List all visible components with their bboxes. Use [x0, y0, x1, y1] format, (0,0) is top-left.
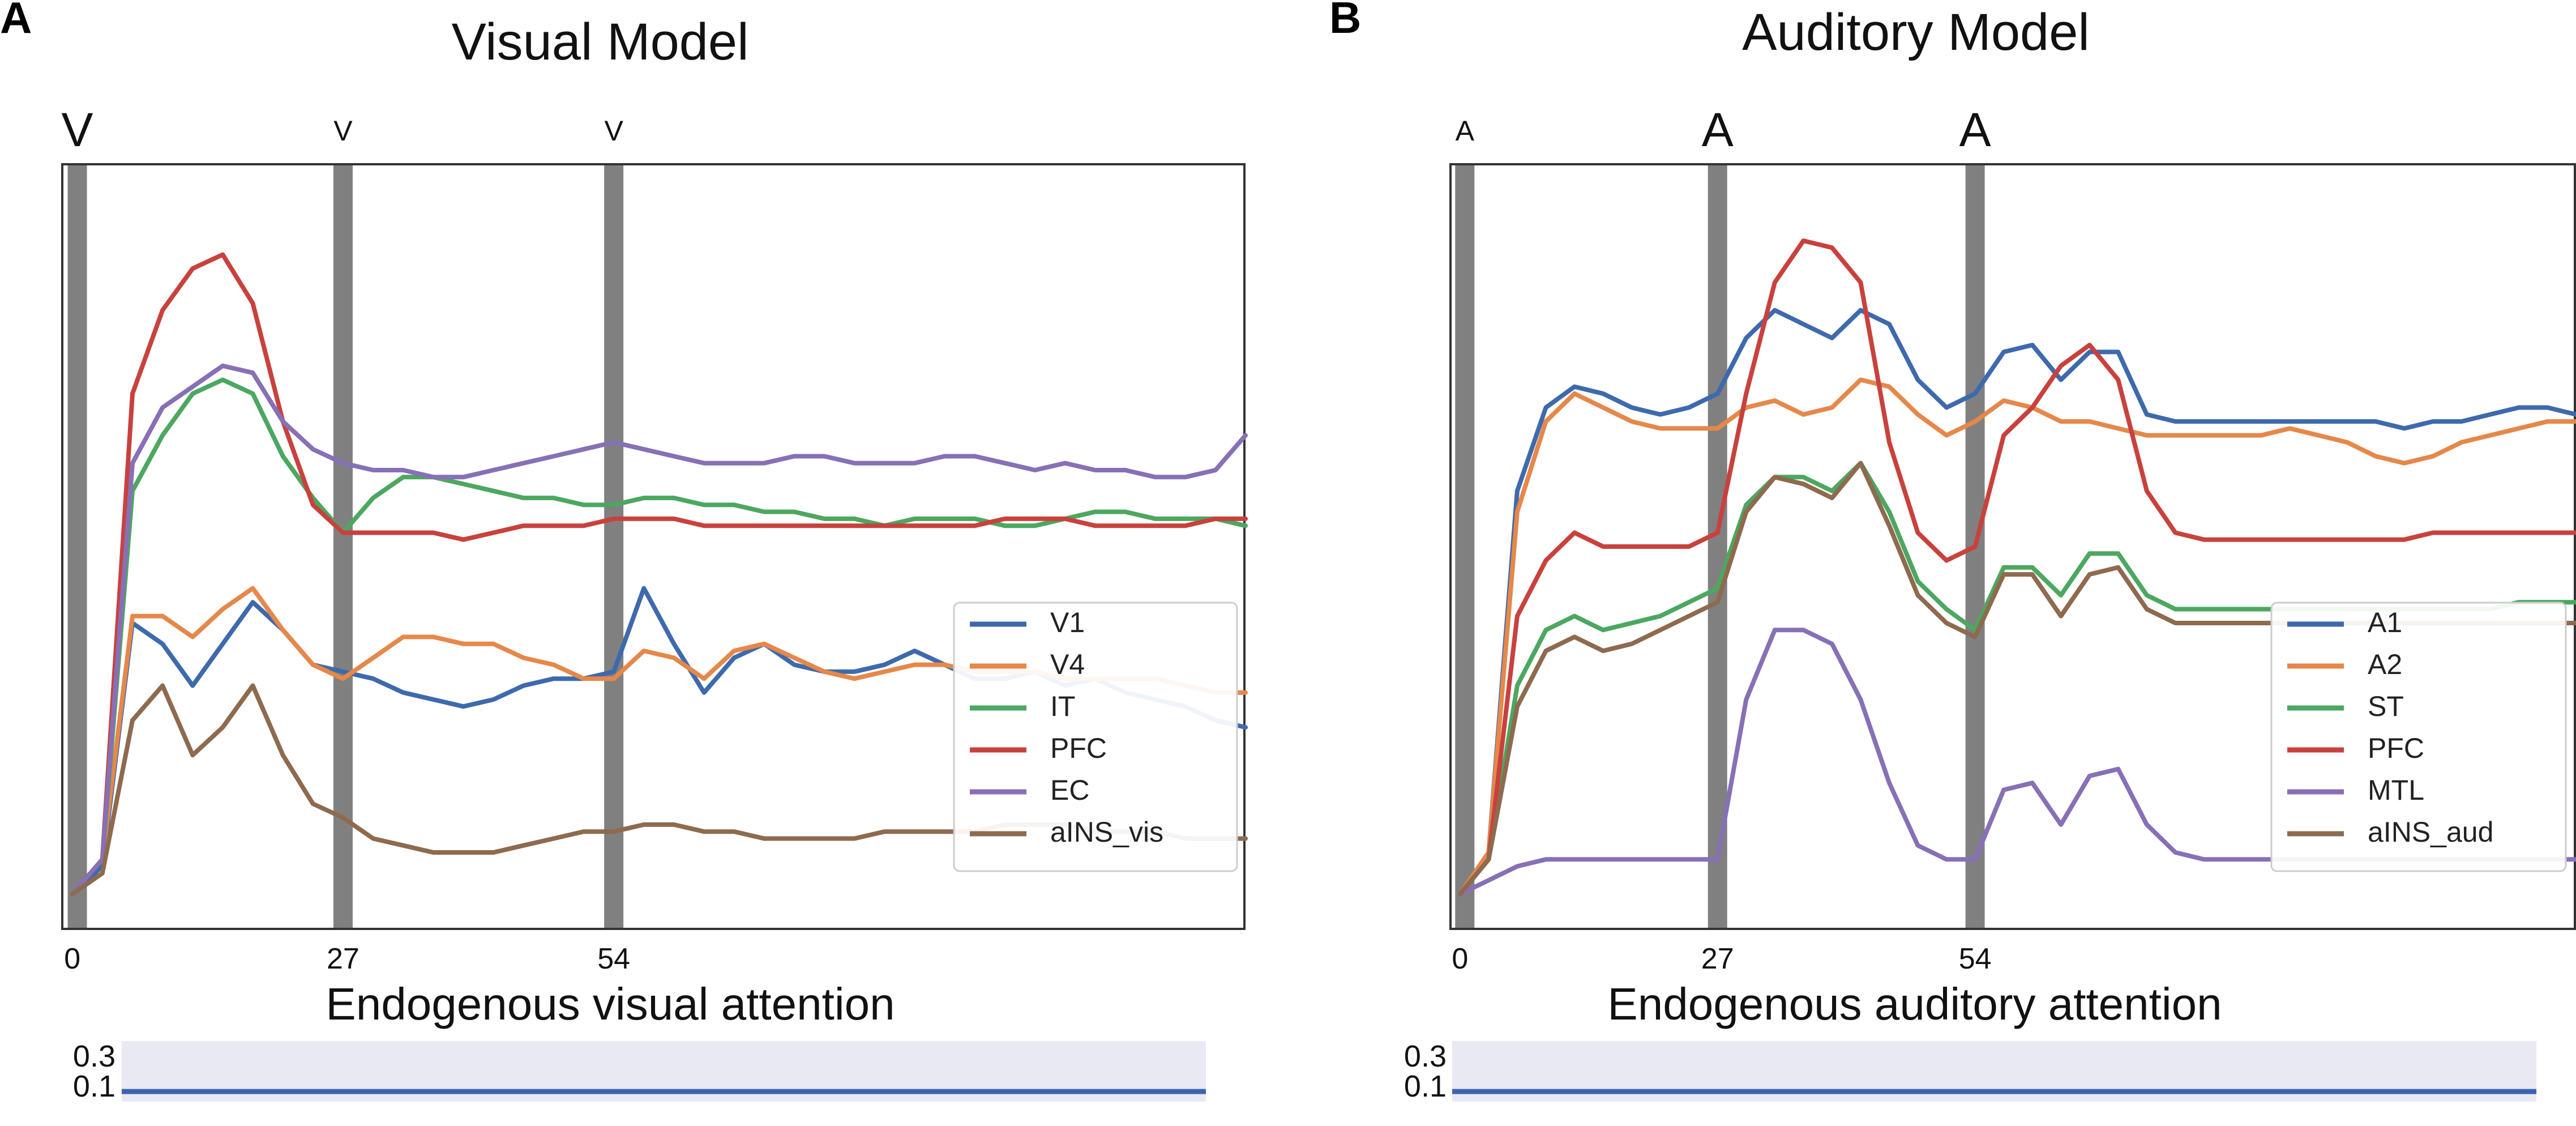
cue-marker-bar — [67, 164, 87, 929]
series-line-a2 — [1457, 377, 2576, 897]
legend-entry: ST — [2368, 690, 2404, 722]
x-tick-label: 54 — [597, 942, 630, 975]
panel-letter: B — [1329, 0, 1361, 42]
cue-label: A — [1959, 103, 1991, 156]
strip-tick-label: 0.1 — [1404, 1069, 1447, 1103]
legend: A1 A2 ST PFC MTL aINS_aud — [2270, 602, 2567, 872]
series-line-pfc — [70, 252, 1248, 897]
strip-tick-label: 0.3 — [1404, 1039, 1447, 1073]
cue-label: A — [1702, 103, 1734, 156]
plot-frame — [61, 163, 1246, 930]
legend-entry: aINS_aud — [2368, 816, 2493, 848]
legend-entry: PFC — [1050, 732, 1107, 764]
cue-bars — [67, 164, 624, 929]
legend-box — [2270, 602, 2567, 872]
cue-label: V — [62, 103, 93, 156]
cue-marker-bar — [604, 164, 624, 929]
cue-label: A — [1456, 115, 1475, 147]
x-tick-label: 27 — [1701, 942, 1734, 975]
x-tick-label: 27 — [327, 942, 360, 975]
legend-entry: aINS_vis — [1050, 816, 1163, 848]
series-line-a1 — [1457, 308, 2576, 897]
legend-entry: IT — [1050, 690, 1075, 722]
legend-entry: A2 — [2368, 649, 2402, 680]
series-line-pfc — [1457, 238, 2576, 897]
legend-entry: A1 — [2368, 607, 2402, 638]
x-tick-label: 0 — [64, 942, 80, 975]
cue-marker-bar — [1708, 164, 1727, 929]
cue-label: V — [604, 115, 623, 147]
legend-entry: V1 — [1050, 607, 1085, 638]
panel-auditory: B Auditory Model A A A A1 A2 ST PFC MTL aINS_au… — [1329, 0, 2576, 1103]
cue-marker-bar — [1455, 164, 1475, 929]
x-axis-label: Endogenous visual attention — [326, 979, 895, 1029]
strip-tick-label: 0.1 — [73, 1069, 115, 1103]
panel-title: Visual Model — [451, 13, 748, 71]
series-line-it — [70, 377, 1248, 897]
x-tick-label: 54 — [1959, 942, 1992, 975]
legend-entry: EC — [1050, 774, 1089, 806]
legend-entry: MTL — [2368, 774, 2424, 806]
attention-strip: 0.3 0.1 — [1404, 1039, 2536, 1103]
cue-label: V — [333, 115, 353, 147]
legend-entry: V4 — [1050, 649, 1085, 680]
x-tick-label: 0 — [1452, 942, 1468, 975]
legend-entry: PFC — [2368, 732, 2424, 764]
panel-title: Auditory Model — [1742, 3, 2090, 61]
strip-tick-label: 0.3 — [73, 1039, 115, 1073]
panel-letter: A — [0, 0, 32, 42]
legend-box — [953, 602, 1238, 872]
attention-strip: 0.3 0.1 — [73, 1039, 1206, 1103]
plot-frame — [1449, 163, 2576, 930]
x-ticks: 0 27 54 — [64, 942, 630, 975]
cue-marker-bar — [333, 164, 353, 929]
panel-visual: A Visual Model V V V V1 V4 IT PFC EC aINS_vis 0… — [0, 0, 1248, 1103]
legend: V1 V4 IT PFC EC aINS_vis — [953, 602, 1238, 872]
x-axis-label: Endogenous auditory attention — [1607, 979, 2222, 1029]
series-line-ec — [70, 363, 1248, 897]
cue-bars — [1455, 164, 1985, 929]
x-ticks: 0 27 54 — [1452, 942, 1991, 975]
